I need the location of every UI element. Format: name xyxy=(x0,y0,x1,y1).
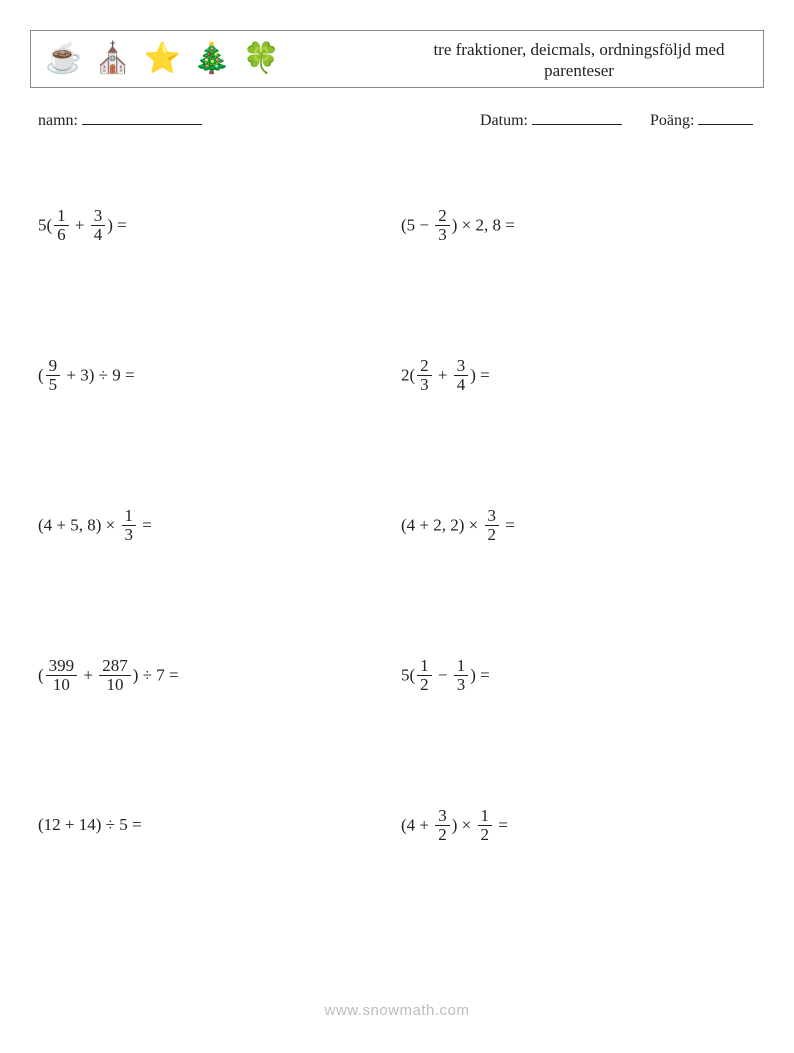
fraction: 23 xyxy=(433,207,452,244)
name-label: namn: xyxy=(38,112,78,129)
fraction: 13 xyxy=(452,657,471,694)
church-icon: ⛪ xyxy=(94,44,131,74)
fraction: 39910 xyxy=(44,657,80,694)
problem-cell: (5 − 23) × 2, 8 = xyxy=(401,150,764,300)
problem-cell: 5(16 + 34) = xyxy=(38,150,401,300)
problem-cell: 5(12 − 13) = xyxy=(401,600,764,750)
math-expression: (4 + 32) × 12 = xyxy=(401,807,508,844)
math-expression: 2(23 + 34) = xyxy=(401,357,490,394)
star-icon: ⭐ xyxy=(144,44,181,74)
watermark: www.snowmath.com xyxy=(0,1002,794,1019)
date-blank[interactable] xyxy=(532,110,622,125)
problem-cell: (4 + 5, 8) × 13 = xyxy=(38,450,401,600)
fraction: 34 xyxy=(452,357,471,394)
math-expression: (95 + 3) ÷ 9 = xyxy=(38,357,135,394)
problem-cell: 2(23 + 34) = xyxy=(401,300,764,450)
fraction: 13 xyxy=(120,507,139,544)
math-expression: 5(16 + 34) = xyxy=(38,207,127,244)
score-blank[interactable] xyxy=(698,110,753,125)
math-expression: 5(12 − 13) = xyxy=(401,657,490,694)
worksheet-page: ☕ ⛪ ⭐ 🎄 🍀 tre fraktioner, deicmals, ordnings… xyxy=(0,0,794,1053)
problems-grid: 5(16 + 34) = (5 − 23) × 2, 8 = (95 + 3) ÷ … xyxy=(38,150,764,900)
problem-cell: (39910 + 28710) ÷ 7 = xyxy=(38,600,401,750)
tree-icon: 🎄 xyxy=(193,44,230,74)
date-label: Datum: xyxy=(480,112,528,129)
fraction: 16 xyxy=(52,207,71,244)
math-expression: (5 − 23) × 2, 8 = xyxy=(401,207,515,244)
score-label: Poäng: xyxy=(650,112,694,129)
math-expression: (4 + 5, 8) × 13 = xyxy=(38,507,152,544)
cup-icon: ☕ xyxy=(45,44,82,74)
fraction: 23 xyxy=(415,357,434,394)
fraction: 32 xyxy=(433,807,452,844)
worksheet-title: tre fraktioner, deicmals, ordningsföljd … xyxy=(409,39,749,82)
fraction: 95 xyxy=(44,357,63,394)
problem-cell: (95 + 3) ÷ 9 = xyxy=(38,300,401,450)
fraction: 32 xyxy=(483,507,502,544)
fraction: 34 xyxy=(89,207,108,244)
fraction: 12 xyxy=(415,657,434,694)
holly-icon: 🍀 xyxy=(242,44,279,74)
name-blank[interactable] xyxy=(82,110,202,125)
problem-cell: (12 + 14) ÷ 5 = xyxy=(38,750,401,900)
math-expression: (39910 + 28710) ÷ 7 = xyxy=(38,657,179,694)
fraction: 28710 xyxy=(97,657,133,694)
problem-cell: (4 + 32) × 12 = xyxy=(401,750,764,900)
meta-row: namn: Datum: Poäng: xyxy=(38,110,764,130)
math-expression: (12 + 14) ÷ 5 = xyxy=(38,814,142,835)
math-expression: (4 + 2, 2) × 32 = xyxy=(401,507,515,544)
header-icons: ☕ ⛪ ⭐ 🎄 🍀 xyxy=(31,44,280,74)
fraction: 12 xyxy=(476,807,495,844)
problem-cell: (4 + 2, 2) × 32 = xyxy=(401,450,764,600)
header-box: ☕ ⛪ ⭐ 🎄 🍀 tre fraktioner, deicmals, ordnings… xyxy=(30,30,764,88)
